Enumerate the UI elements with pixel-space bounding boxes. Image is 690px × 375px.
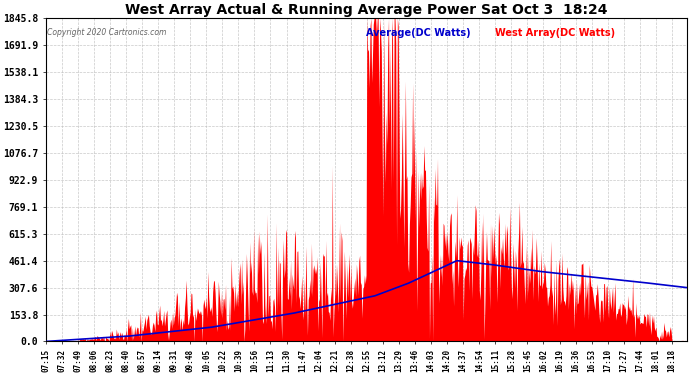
Text: Copyright 2020 Cartronics.com: Copyright 2020 Cartronics.com: [47, 28, 166, 37]
Title: West Array Actual & Running Average Power Sat Oct 3  18:24: West Array Actual & Running Average Powe…: [125, 3, 608, 17]
Text: Average(DC Watts): Average(DC Watts): [366, 28, 471, 38]
Text: West Array(DC Watts): West Array(DC Watts): [495, 28, 615, 38]
